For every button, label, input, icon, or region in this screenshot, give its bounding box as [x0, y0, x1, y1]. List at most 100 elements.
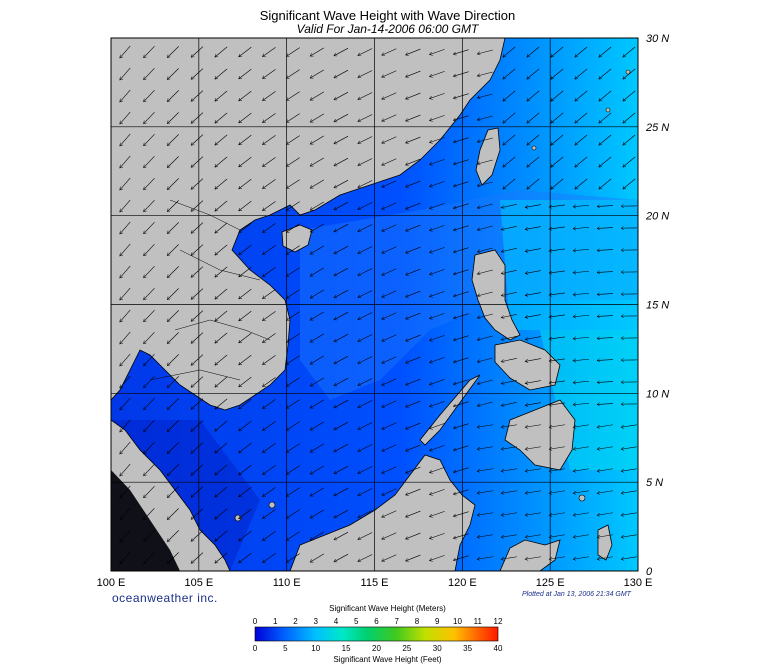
wave-direction-arrow	[286, 311, 300, 321]
wave-direction-arrow	[286, 223, 300, 233]
legend-meter-tick: 9	[435, 617, 440, 626]
wave-direction-arrow	[453, 489, 469, 495]
wave-direction-arrow	[573, 249, 589, 251]
wave-direction-arrow	[334, 487, 349, 496]
wave-direction-arrow	[167, 464, 179, 475]
wave-direction-arrow	[167, 332, 179, 343]
wave-direction-arrow	[286, 267, 300, 277]
wave-direction-arrow	[597, 556, 613, 560]
wave-direction-arrow	[334, 333, 349, 342]
wave-direction-arrow	[262, 223, 276, 232]
wave-direction-arrow	[597, 534, 613, 538]
wave-direction-arrow	[623, 68, 636, 79]
wave-direction-arrow	[429, 313, 445, 318]
wave-direction-arrow	[429, 489, 445, 494]
wave-direction-arrow	[310, 553, 325, 563]
wave-direction-arrow	[262, 355, 276, 364]
wave-direction-arrow	[382, 202, 397, 209]
legend-colorbar	[254, 626, 499, 642]
wave-direction-arrow	[334, 311, 349, 320]
wave-direction-arrow	[286, 245, 300, 255]
wave-direction-arrow	[525, 424, 541, 428]
wave-direction-arrow	[406, 202, 421, 209]
wave-direction-arrow	[120, 67, 131, 80]
wave-direction-arrow	[503, 156, 516, 167]
wave-direction-arrow	[527, 46, 540, 57]
wave-direction-arrow	[191, 266, 204, 278]
wave-direction-arrow	[262, 113, 276, 122]
wave-direction-arrow	[334, 113, 349, 122]
wave-direction-arrow	[501, 313, 517, 317]
wave-direction-arrow	[334, 201, 349, 210]
wave-direction-arrow	[453, 225, 469, 231]
wave-direction-arrow	[597, 294, 614, 295]
wave-direction-arrow	[215, 376, 228, 387]
wave-direction-arrow	[334, 553, 349, 562]
wave-direction-arrow	[477, 115, 493, 120]
wave-direction-arrow	[262, 443, 276, 452]
wave-direction-arrow	[239, 46, 252, 57]
wave-direction-arrow	[551, 46, 564, 57]
wave-direction-arrow	[429, 401, 445, 406]
wave-direction-arrow	[358, 290, 373, 297]
wave-direction-arrow	[215, 90, 228, 101]
wave-direction-arrow	[573, 205, 589, 207]
wave-direction-arrow	[286, 69, 300, 79]
wave-direction-arrow	[167, 420, 179, 431]
wave-direction-arrow	[477, 335, 493, 340]
wave-direction-arrow	[334, 47, 349, 56]
wave-direction-arrow	[167, 222, 179, 233]
wave-direction-arrow	[191, 420, 204, 432]
legend-feet-tick: 35	[463, 644, 472, 653]
wave-direction-arrow	[358, 400, 373, 407]
wave-direction-arrow	[120, 375, 131, 388]
wave-direction-arrow	[453, 71, 469, 77]
legend-feet-tick: 25	[402, 644, 411, 653]
wave-direction-arrow	[286, 377, 300, 387]
wave-direction-arrow	[406, 70, 421, 77]
wave-direction-arrow	[453, 49, 469, 55]
wave-direction-arrow	[621, 512, 637, 516]
legend-meter-tick: 10	[453, 617, 462, 626]
wave-direction-arrow	[262, 179, 276, 188]
wave-direction-arrow	[167, 200, 179, 211]
wave-direction-arrow	[503, 134, 516, 145]
wave-direction-arrow	[477, 556, 493, 560]
wave-direction-arrow	[144, 111, 155, 124]
wave-direction-arrow	[191, 552, 204, 564]
wave-direction-arrow	[573, 446, 589, 450]
wave-direction-arrow	[262, 487, 276, 496]
wave-direction-arrow	[358, 532, 373, 539]
wave-direction-arrow	[310, 333, 325, 343]
plotted-timestamp: Plotted at Jan 13, 2006 21:34 GMT	[522, 591, 631, 598]
wave-direction-arrow	[120, 199, 131, 212]
wave-direction-arrow	[573, 556, 589, 560]
wave-direction-arrow	[215, 244, 228, 255]
wave-direction-arrow	[310, 531, 325, 541]
wave-direction-arrow	[358, 378, 373, 385]
wave-direction-arrow	[525, 248, 541, 252]
land-sulawesi	[499, 539, 561, 571]
wave-direction-arrow	[144, 177, 155, 190]
wave-direction-arrow	[406, 378, 421, 385]
wave-direction-arrow	[429, 203, 445, 208]
wave-direction-arrow	[429, 357, 445, 362]
wave-direction-arrow	[120, 155, 131, 168]
wave-direction-arrow	[167, 288, 179, 299]
wave-direction-arrow	[453, 379, 469, 385]
wave-direction-arrow	[477, 313, 493, 318]
wave-direction-arrow	[262, 399, 276, 408]
wave-direction-arrow	[382, 246, 397, 253]
wave-direction-arrow	[575, 134, 588, 145]
wave-direction-arrow	[453, 335, 469, 341]
wave-direction-arrow	[167, 68, 179, 79]
wave-direction-arrow	[525, 336, 541, 340]
wave-direction-arrow	[477, 424, 493, 428]
wave-direction-arrow	[215, 112, 228, 123]
wave-direction-arrow	[239, 398, 252, 409]
wave-direction-arrow	[549, 424, 565, 428]
wave-direction-arrow	[334, 421, 349, 430]
wave-direction-arrow	[120, 309, 131, 322]
wave-direction-arrow	[525, 446, 541, 450]
